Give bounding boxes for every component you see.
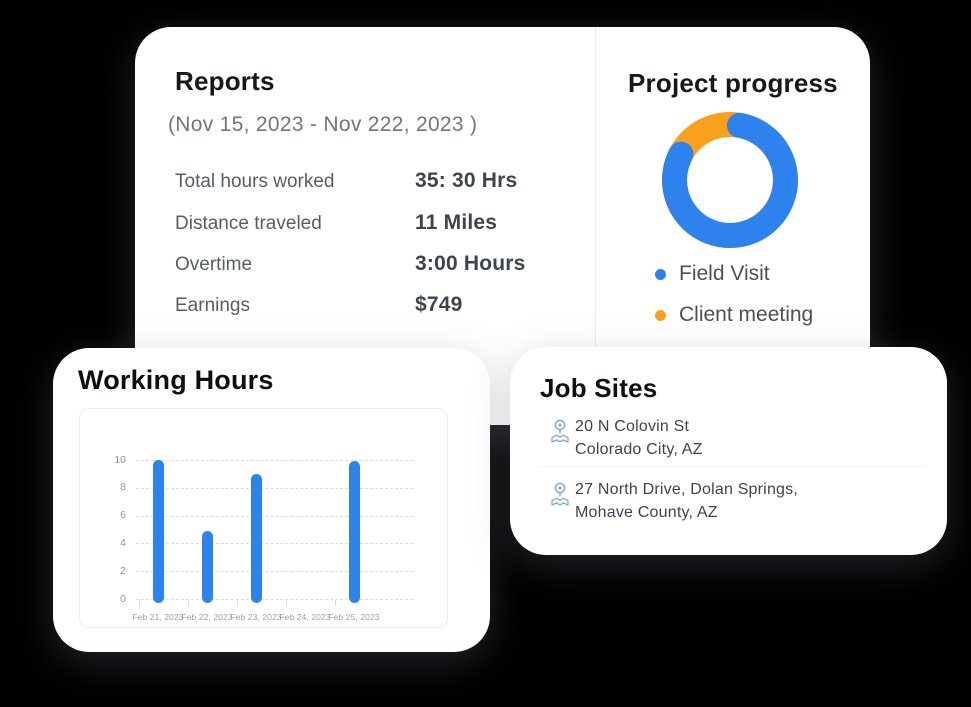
y-axis-tick-label: 4 <box>120 536 126 549</box>
donut-svg <box>662 112 798 248</box>
gridline-y-10 <box>136 460 413 461</box>
gridline-y-6 <box>136 515 413 517</box>
bar-feb-23-2023 <box>250 473 262 603</box>
gridline-y-0 <box>136 599 413 600</box>
x-axis-tick-label: Feb 23, 2023 <box>230 612 282 622</box>
bar-feb-22-2023 <box>201 530 213 603</box>
stat-value: $749 <box>415 293 463 316</box>
bar-feb-21-2023 <box>152 460 164 603</box>
stat-value: 11 Miles <box>415 211 498 234</box>
y-axis-tick-label: 2 <box>120 564 126 577</box>
job-sites-divider <box>540 466 925 467</box>
address-line-1: 20 N Colovin St <box>575 418 690 435</box>
bar-chart-plot: 0 2 4 6 8 10 Feb 21, 2023 Feb 22, 2023 Feb 23, 2… <box>80 409 447 627</box>
map-pin-icon <box>551 482 569 506</box>
reports-title: Reports <box>175 66 275 96</box>
stat-value: 3:00 Hours <box>415 252 526 275</box>
gridline-y-4 <box>136 543 413 545</box>
gridline-y-8 <box>136 487 413 489</box>
job-sites-title: Job Sites <box>540 373 658 403</box>
stat-label: Overtime <box>175 254 253 275</box>
stat-row-distance: Distance traveled 11 Miles <box>175 211 575 237</box>
y-axis-tick-label: 8 <box>120 481 126 494</box>
job-site-address: 27 North Drive, Dolan Springs, Mohave Co… <box>575 478 923 524</box>
reports-date-range: (Nov 15, 2023 - Nov 222, 2023 ) <box>168 113 478 136</box>
x-axis-tick-mark <box>335 599 336 606</box>
working-hours-title: Working Hours <box>78 365 274 395</box>
job-site-item[interactable]: 27 North Drive, Dolan Springs, Mohave Co… <box>548 478 923 526</box>
x-axis-tick-label: Feb 21, 2023 <box>132 612 184 622</box>
working-hours-bar-chart: 0 2 4 6 8 10 Feb 21, 2023 Feb 22, 2023 Feb 23, 2… <box>79 408 448 628</box>
address-line-2: Mohave County, AZ <box>575 504 718 521</box>
bar-feb-25-2023 <box>348 461 360 603</box>
stat-label: Total hours worked <box>175 171 335 192</box>
x-axis-tick-mark <box>286 599 287 606</box>
x-axis-tick-label: Feb 25, 2023 <box>328 612 380 622</box>
stat-label: Distance traveled <box>175 213 322 234</box>
legend-item-field-visit[interactable]: Field Visit <box>655 262 770 285</box>
stat-row-total-hours: Total hours worked 35: 30 Hrs <box>175 169 575 195</box>
card-section-divider <box>595 27 596 425</box>
x-axis-tick-mark <box>139 599 140 606</box>
working-hours-card: Working Hours 0 2 4 6 8 10 Feb 21, 2023 Feb 22,… <box>53 348 490 652</box>
x-axis-tick-mark <box>237 599 238 606</box>
legend-dot-blue <box>655 268 666 280</box>
map-pin-icon <box>551 419 569 443</box>
gridline-y-2 <box>136 571 413 573</box>
stat-row-earnings: Earnings $749 <box>175 293 575 319</box>
project-progress-title: Project progress <box>628 68 838 98</box>
legend-label: Client meeting <box>679 303 814 326</box>
job-site-item[interactable]: 20 N Colovin St Colorado City, AZ <box>548 415 923 463</box>
donut-segment-field-visit <box>662 112 798 248</box>
address-line-1: 27 North Drive, Dolan Springs, <box>575 481 798 498</box>
project-progress-donut-chart <box>655 105 805 255</box>
y-axis-tick-label: 10 <box>114 453 126 466</box>
y-axis-tick-label: 6 <box>120 509 126 522</box>
stat-label: Earnings <box>175 295 250 316</box>
address-line-2: Colorado City, AZ <box>575 441 703 458</box>
x-axis-tick-label: Feb 24, 2023 <box>279 612 331 622</box>
legend-dot-orange <box>655 309 666 321</box>
job-site-address: 20 N Colovin St Colorado City, AZ <box>575 415 923 461</box>
stat-row-overtime: Overtime 3:00 Hours <box>175 252 575 278</box>
job-sites-card: Job Sites 20 N Colovin St Colorado City,… <box>510 347 947 555</box>
x-axis-tick-mark <box>188 599 189 606</box>
legend-item-client-meeting[interactable]: Client meeting <box>655 303 814 326</box>
legend-label: Field Visit <box>679 262 770 285</box>
y-axis-tick-label: 0 <box>120 592 126 605</box>
stat-value: 35: 30 Hrs <box>415 169 518 192</box>
x-axis-tick-label: Feb 22, 2023 <box>181 612 233 622</box>
